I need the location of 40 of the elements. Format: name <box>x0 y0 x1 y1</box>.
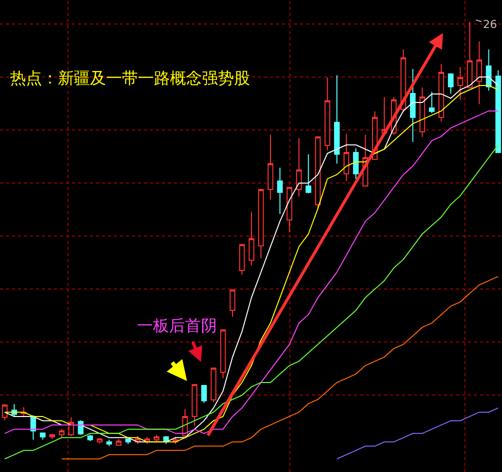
candlestick <box>248 211 254 266</box>
candlestick <box>428 91 435 114</box>
candlestick <box>324 76 330 151</box>
candlestick <box>410 68 416 142</box>
candlestick <box>286 186 292 233</box>
text: 热点：新疆及一带一路概念强势股 <box>10 68 250 88</box>
candlestick <box>210 368 216 403</box>
annotation: 26 <box>483 18 497 31</box>
candlestick <box>40 432 46 440</box>
candlestick <box>448 72 454 94</box>
candlestick <box>353 148 359 180</box>
candlestick <box>87 434 93 442</box>
candlestick <box>457 66 464 100</box>
candlestick <box>306 154 312 194</box>
candlestick <box>49 433 56 440</box>
candlestick <box>154 434 160 442</box>
candlestick <box>230 290 236 318</box>
candlestick <box>486 48 492 92</box>
candlestick <box>315 136 321 210</box>
candlestick <box>201 384 207 404</box>
candlestick <box>277 167 283 215</box>
candlestick <box>344 133 350 182</box>
candlestick <box>58 428 65 439</box>
candlestick <box>116 438 122 446</box>
candlestick <box>495 70 502 154</box>
annotation: 一板后首阴 <box>137 316 217 335</box>
candlestick <box>296 138 302 198</box>
candlestick <box>258 188 264 259</box>
candlestick <box>268 134 274 200</box>
candlestick <box>476 40 482 105</box>
candlestick <box>466 21 473 89</box>
candlestick <box>125 438 131 445</box>
candlestick <box>334 74 340 164</box>
candlestick <box>96 438 102 444</box>
candlestick <box>419 87 426 138</box>
candlestick <box>106 439 112 447</box>
candlestick <box>192 384 198 426</box>
candlestick <box>220 329 226 379</box>
candlestick <box>438 63 444 122</box>
candlestick <box>239 243 245 276</box>
